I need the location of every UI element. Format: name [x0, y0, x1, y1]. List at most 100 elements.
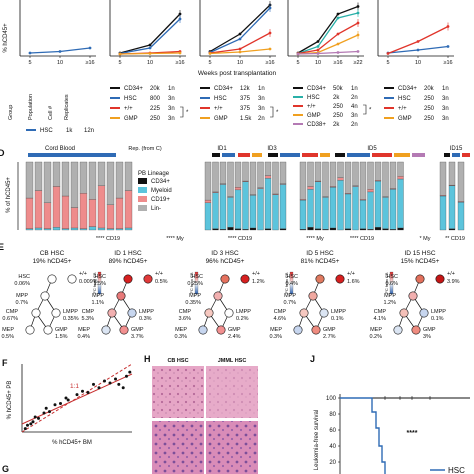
group-name: HSC: [124, 96, 137, 102]
tree-node-cmp: [399, 308, 409, 318]
group-table-2: CD34+ 20k 1n HSC 800 3n +/+ 225 3n GMP 250 3n *: [110, 86, 189, 122]
bar-segment-cyan: [279, 184, 287, 229]
bar-segment-cyan: [307, 189, 314, 228]
group-label-id1: ID1: [217, 146, 227, 152]
bar-segment-pink: [337, 177, 344, 181]
bar-segment-cyan: [212, 192, 219, 229]
cell-count: 375: [240, 96, 251, 102]
series-line-black: [209, 4, 271, 53]
bar-segment-pink: [115, 197, 124, 229]
scatter-point: [75, 393, 79, 397]
scatter-point: [53, 403, 57, 407]
group-header-segment: [280, 153, 300, 157]
tree-node-lmpp: [224, 308, 234, 318]
node-value-cmp: 0.67%: [2, 316, 18, 322]
bar-segment-pink: [307, 186, 314, 190]
bar-segment-black: [264, 228, 272, 231]
group-header-segment: [462, 153, 470, 157]
bar-segment-grey: [264, 161, 272, 176]
scatter-point: [31, 420, 35, 424]
group-header-segment: [238, 153, 250, 157]
fc-label: FC from CB: [189, 272, 194, 293]
tree-node-cmp: [31, 308, 41, 318]
group-header-segment: [335, 153, 345, 157]
panel-f-xlabel: % hCD45+ BM: [52, 440, 92, 446]
bar-segment-grey: [212, 161, 219, 193]
node-name-pp: +/+: [155, 271, 163, 277]
cb-bar-12: [124, 161, 133, 231]
scatter-point: [37, 416, 40, 420]
table-header-2: Population: [28, 94, 34, 120]
legend-label: Lin-: [151, 206, 161, 212]
node-value-mpp: 0.35%: [185, 300, 201, 306]
bar-segment-grey: [322, 161, 329, 197]
node-value-cmp: 3.6%: [178, 316, 191, 322]
significance-label: **** My: [166, 236, 184, 242]
histology-label-jmml: JMML HSC: [218, 358, 247, 364]
tree-title: ID 1 HSC: [114, 250, 142, 257]
cell-count: 250: [424, 96, 435, 102]
panel-b-group-tables: Group Population Cell # Replicates HSC 1k 12n C…: [8, 86, 449, 134]
panel-a-ylabel: % hCD45+: [3, 23, 9, 53]
node-name-pp: +/+: [347, 271, 355, 277]
node-value-hsc: 1.5%: [93, 281, 106, 287]
bar-segment-black: [307, 227, 314, 231]
data-point: [446, 45, 450, 48]
y-tick-label: 80: [329, 412, 336, 418]
bar-segment-black: [359, 228, 367, 231]
node-name-mep: MEP: [270, 327, 282, 333]
patient-bar-8: [257, 161, 264, 231]
node-value-cmp: 4.1%: [373, 316, 386, 322]
node-value-pp: 0.009%: [79, 279, 98, 285]
tree-node-gmp: [411, 325, 421, 335]
table-header-4: Replicates: [64, 94, 70, 120]
panel-j-ylabel: Leukemia-free survival: [314, 410, 320, 470]
tree-title: CB HSC: [40, 250, 65, 257]
node-value-lmpp: 0.3%: [139, 316, 152, 322]
cb-bar-5: [61, 161, 70, 231]
replicates: 3n: [168, 106, 175, 112]
data-point: [148, 52, 152, 55]
panel-g: G: [2, 464, 9, 474]
node-name-hsc: HSC: [286, 274, 298, 280]
bar-segment-cyan: [359, 199, 367, 229]
bar-segment-cyan: [374, 180, 382, 228]
group-header-segment: [222, 153, 235, 157]
bar-segment-pink: [97, 185, 106, 229]
tree-node-cmp: [299, 308, 309, 318]
bar-segment-cyan: [314, 181, 322, 229]
bar-segment-grey: [234, 161, 242, 188]
scatter-point: [86, 391, 90, 395]
group-name: GMP: [214, 116, 228, 122]
data-point: [316, 40, 320, 43]
node-name-lmpp: LMPP: [431, 309, 446, 315]
y-tick-label: 60: [329, 428, 336, 434]
legend-swatch-black: [138, 178, 147, 184]
legend-title: PB Lineage: [138, 171, 170, 177]
bar-segment-grey: [79, 161, 88, 194]
data-point: [238, 32, 242, 36]
tree-node-mpp: [40, 291, 50, 301]
bar-segment-grey: [352, 161, 359, 186]
histology-image-jmml-high: [206, 421, 258, 474]
patient-bar-10: [272, 161, 279, 231]
bar-segment-grey: [52, 161, 61, 187]
data-point: [386, 52, 390, 55]
patient-bar-12: [299, 161, 307, 231]
cell-count: 12k: [240, 86, 251, 92]
node-name-mep: MEP: [78, 327, 90, 333]
scatter-point: [97, 386, 101, 390]
x-tick-label: 5: [28, 60, 31, 66]
bar-segment-cyan: [61, 228, 70, 231]
node-value-mep: 0.3%: [269, 334, 282, 340]
cb-bar-9: [97, 161, 106, 231]
patient-bar-11: [279, 161, 287, 231]
bar-segment-cyan: [88, 226, 97, 231]
data-point: [336, 42, 340, 46]
group-name: CD34+: [398, 86, 417, 92]
node-name-lmpp: LMPP: [63, 309, 78, 315]
bar-segment-cyan: [367, 191, 374, 230]
group-name: +/+: [124, 106, 133, 112]
tree-node-cmp: [107, 308, 117, 318]
data-point: [88, 46, 92, 50]
